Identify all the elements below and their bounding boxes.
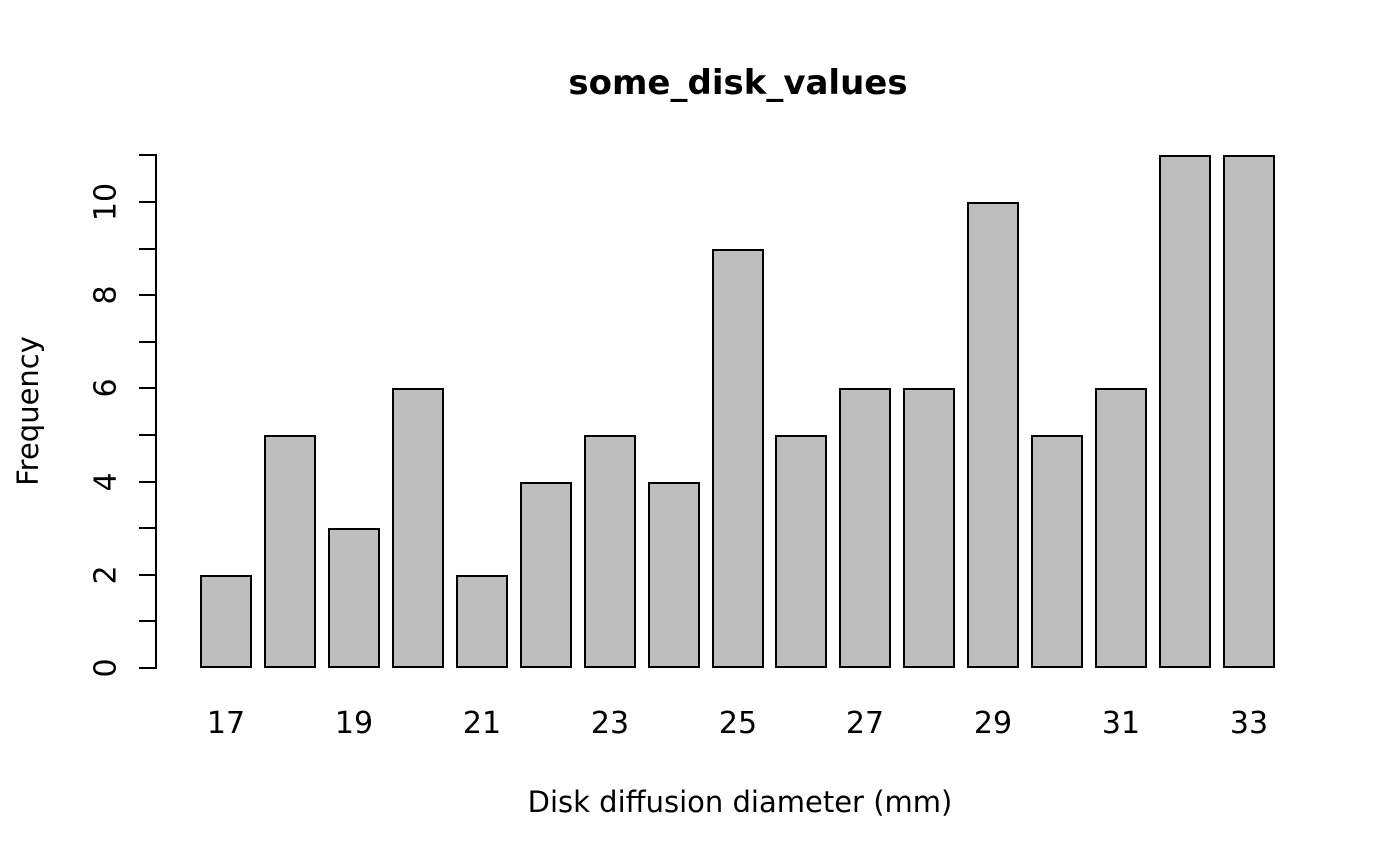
y-axis-tick	[139, 480, 155, 483]
x-axis-tick-label: 29	[973, 706, 1013, 741]
histogram-bar	[520, 482, 572, 668]
y-axis-title: Frequency	[11, 336, 45, 486]
histogram-bar	[967, 202, 1019, 668]
histogram-bar	[839, 388, 891, 668]
y-axis-tick-label: 6	[88, 378, 124, 398]
x-axis-title: Disk diffusion diameter (mm)	[527, 785, 953, 819]
x-axis-tick-label: 21	[462, 706, 502, 741]
histogram-bar	[584, 435, 636, 668]
y-axis-line	[155, 154, 157, 669]
y-axis-tick-label: 8	[88, 285, 124, 305]
histogram-bar	[1223, 155, 1275, 668]
histogram-bar	[200, 575, 252, 668]
plot-title: some_disk_values	[568, 63, 908, 103]
histogram-bar	[775, 435, 827, 668]
histogram-bar	[328, 528, 380, 668]
histogram-bar	[392, 388, 444, 668]
y-axis-tick-label: 10	[88, 182, 124, 222]
x-axis-tick-label: 17	[206, 706, 246, 741]
y-axis-tick	[139, 667, 155, 669]
histogram-bar	[456, 575, 508, 668]
y-axis-tick-label: 4	[88, 472, 124, 492]
histogram-bar	[1159, 155, 1211, 668]
x-axis-tick-label: 31	[1101, 706, 1141, 741]
y-axis-tick	[139, 201, 155, 203]
histogram-bar	[712, 249, 764, 668]
histogram-bar	[1095, 388, 1147, 668]
x-axis-tick-label: 19	[334, 706, 374, 741]
histogram-bar	[1031, 435, 1083, 668]
y-axis-tick	[139, 620, 155, 623]
x-axis-tick-label: 25	[718, 706, 758, 741]
y-axis-tick	[139, 573, 155, 576]
y-axis-tick	[139, 294, 155, 297]
y-axis-tick-label: 2	[88, 565, 124, 585]
y-axis-tick	[139, 527, 155, 530]
y-axis-tick	[139, 247, 155, 250]
histogram-bar	[264, 435, 316, 668]
histogram-bar	[648, 482, 700, 668]
histogram-bar	[903, 388, 955, 668]
y-axis-tick	[139, 154, 155, 157]
x-axis-tick-label: 33	[1229, 706, 1269, 741]
x-axis-tick-label: 23	[590, 706, 630, 741]
y-axis-tick	[139, 387, 155, 390]
y-axis-tick	[139, 340, 155, 343]
y-axis-tick-label: 0	[88, 658, 124, 678]
x-axis-tick-label: 27	[845, 706, 885, 741]
y-axis-tick	[139, 434, 155, 436]
